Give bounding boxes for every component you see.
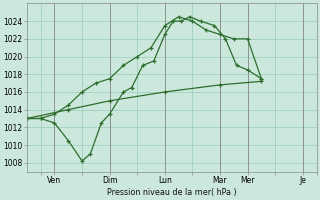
X-axis label: Pression niveau de la mer( hPa ): Pression niveau de la mer( hPa ) bbox=[107, 188, 236, 197]
